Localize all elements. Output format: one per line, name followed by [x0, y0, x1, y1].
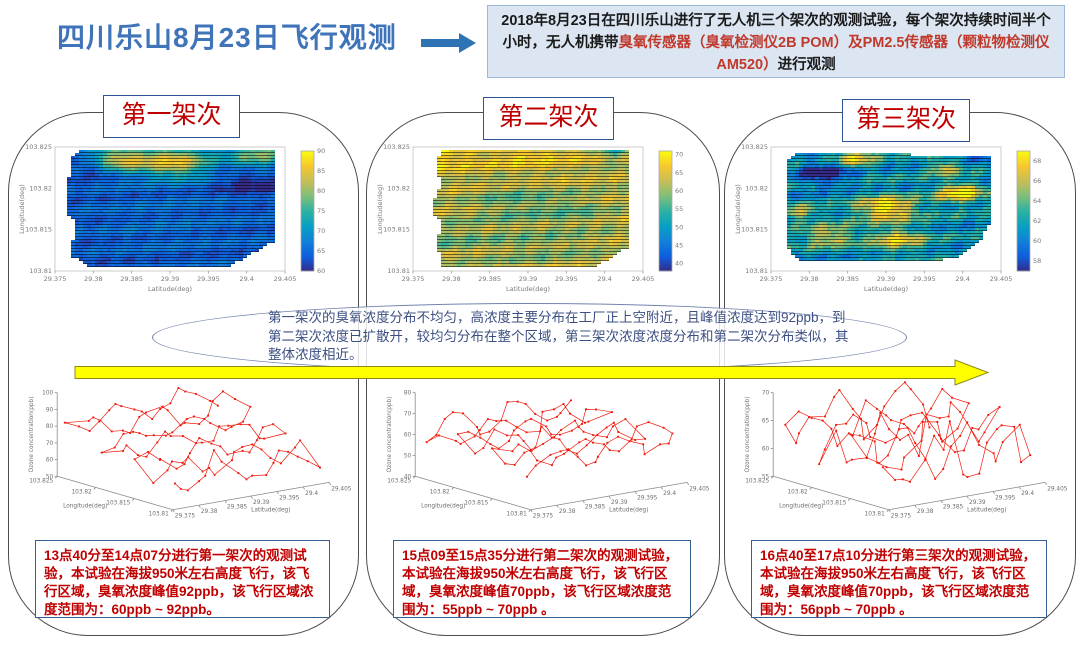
- experiment-info-box: 2018年8月23日在四川乐山进行了无人机三个架次的观测试验，每个架次持续时间半…: [487, 5, 1065, 78]
- info-text-sensors: 臭氧传感器（臭氧检测仪2B POM）及PM2.5传感器（颗粒物检测仪AM520）: [618, 34, 1050, 73]
- info-text-1: 2018年8月23日在四川乐山进行了无人机三个架次的观测试验，每个架次持续时间半…: [501, 13, 1051, 51]
- summary-text: 第一架次的臭氧浓度分布不均匀，高浓度主要分布在工厂正上空附近，且峰值浓度达到92…: [268, 310, 849, 363]
- sortie-2-3d-trajectory-chart: [371, 379, 711, 531]
- sortie-1-note-box: 13点40分至14点07分进行第一架次的观测试验，本试验在海拔950米左右高度飞…: [35, 540, 330, 618]
- sortie-1-title: 第一架次: [103, 95, 240, 138]
- summary-callout-ellipse: [152, 303, 907, 372]
- info-text-2: 进行观测: [777, 56, 836, 73]
- sortie-2-title: 第二架次: [483, 97, 614, 140]
- sortie-3-note-box: 16点40至17点10分进行第三架次的观测试验，本试验在海拔950米左右高度飞行…: [751, 540, 1047, 618]
- title-arrow-head: [459, 33, 476, 53]
- sortie-3-ozone-heatmap-chart: [733, 141, 1065, 299]
- title-arrow-bar: [421, 39, 459, 47]
- sortie-1-ozone-heatmap-chart: [17, 141, 349, 299]
- page-title: 四川乐山8月23日飞行观测: [57, 22, 397, 53]
- sortie-3-title: 第三架次: [842, 99, 970, 142]
- sortie-3-3d-trajectory-chart: [729, 379, 1069, 531]
- sortie-2-note-box: 15点09至15点35分进行第二架次的观测试验，本试验在海拔950米左右高度飞行…: [393, 540, 691, 618]
- sortie-1-3d-trajectory-chart: [13, 379, 353, 531]
- title-arrow-icon: [421, 33, 477, 53]
- sortie-2-ozone-heatmap-chart: [375, 141, 707, 299]
